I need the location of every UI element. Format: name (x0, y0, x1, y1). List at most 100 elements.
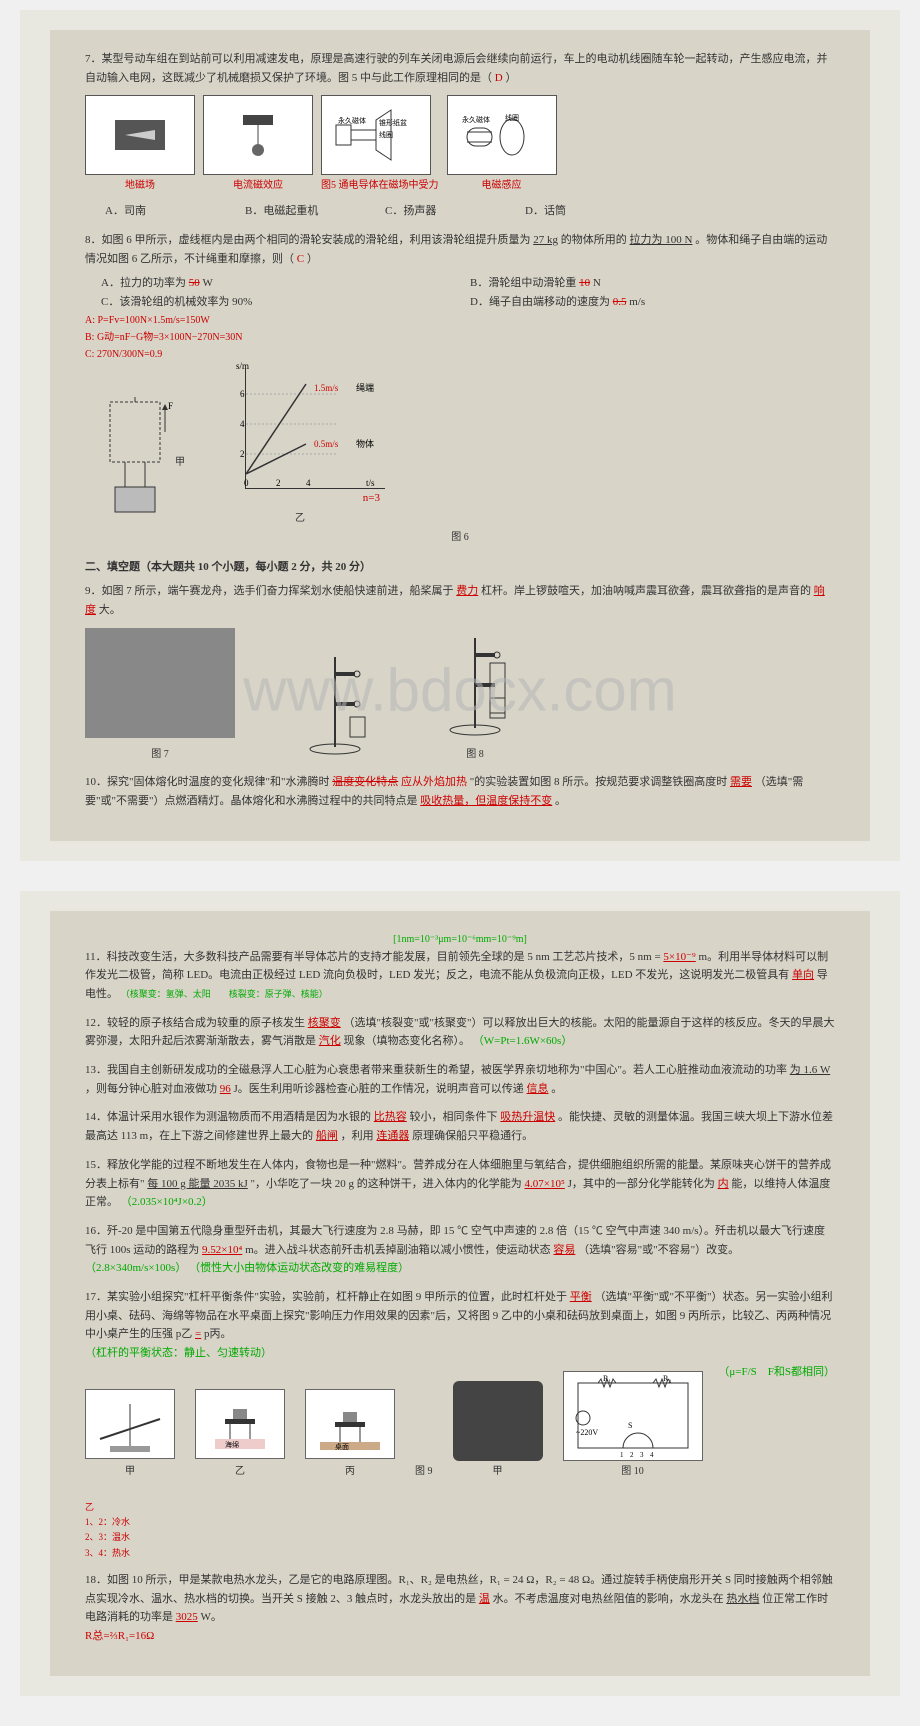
q9-fig7: 图 7 (85, 628, 235, 764)
q18-n: R总=⅔R₁=16Ω (85, 1627, 835, 1646)
q7-fig-a-box (85, 95, 195, 175)
q12-b1: 核聚变 (308, 1017, 341, 1029)
svg-text:4: 4 (240, 419, 245, 429)
q16-b2: 容易 (553, 1244, 575, 1256)
q8-opt-c: C．该滑轮组的机械效率为 90% (101, 293, 450, 312)
svg-text:物体: 物体 (356, 438, 374, 449)
page-1: 7．某型号动车组在到站前可以利用减速发电，原理是高速行驶的列车关闭电源后会继续向… (20, 10, 900, 861)
q10-t2: "的实验装置如图 8 所示。按规范要求调整铁圈高度时 (470, 776, 728, 788)
chart-svg: s/m 6 4 2 0 2 4 t/s (236, 359, 396, 489)
faucet-photo (453, 1381, 543, 1461)
svg-text:1.5m/s: 1.5m/s (314, 383, 339, 393)
q12-b2: 汽化 (319, 1035, 341, 1047)
q17-fb: 乙 (195, 1463, 285, 1480)
svg-text:F: F (168, 401, 173, 411)
q8-mass: 27 kg (533, 234, 558, 246)
svg-text:0.5m/s: 0.5m/s (314, 439, 339, 449)
q17-fa: 甲 (85, 1463, 175, 1480)
q17-t3: p丙。 (204, 1328, 232, 1340)
q18-leg3: 3、4：热水 (85, 1546, 130, 1561)
q16-b1: 9.52×10⁴ (202, 1244, 242, 1256)
q11-b1: 5×10⁻⁹ (663, 951, 695, 963)
q17-fig-b: 海绵 乙 (195, 1389, 285, 1480)
q10-a2: 应从外焰加热 (401, 776, 467, 788)
q14-t5: 原理确保船只平稳通行。 (412, 1130, 533, 1142)
q8-opt-b: B．滑轮组中动滑轮重 10 N (470, 274, 835, 293)
q12-t1: 12．较轻的原子核结合成为较重的原子核发生 (85, 1017, 305, 1029)
q16-t3: （选填"容易"或"不容易"）改变。 (578, 1244, 739, 1256)
q7-options: A．司南 B．电磁起重机 C．扬声器 D．话筒 (105, 202, 835, 221)
q13-pw: 为 1.6 W (790, 1064, 830, 1076)
dragon-boat-photo (85, 628, 235, 738)
q9-b1: 费力 (456, 585, 478, 597)
microphone-icon: 永久磁体 线圈 (457, 110, 547, 160)
q14-t4: ，利用 (341, 1130, 374, 1142)
q16-n1: （2.8×340m/s×100s） (85, 1262, 186, 1274)
speaker-icon: 永久磁体 锥形纸盆 线圈 (331, 105, 421, 165)
q17-fc: 丙 (305, 1463, 395, 1480)
q8-b-strike: 10 (579, 277, 590, 289)
svg-text:4: 4 (650, 1451, 654, 1458)
q14-b2: 吸热升温快 (500, 1111, 555, 1123)
q14-t2: 较小，相同条件下 (410, 1111, 498, 1123)
q9-t1: 9．如图 7 所示，端午赛龙舟，选手们奋力挥桨划水使船快速前进，船桨属于 (85, 585, 454, 597)
q11-topnote: [1nm=10⁻³μm=10⁻⁶mm=10⁻⁹m] (85, 931, 835, 948)
svg-text:永久磁体: 永久磁体 (338, 116, 366, 125)
q18-b2: 3025 (176, 1611, 198, 1623)
q7-text: 7．某型号动车组在到站前可以利用减速发电，原理是高速行驶的列车关闭电源后会继续向… (85, 53, 828, 84)
question-15: 15．释放化学能的过程不断地发生在人体内，食物也是一种"燃料"。营养成分在人体细… (85, 1156, 835, 1212)
q7-fig-a-label: 地磁场 (85, 177, 195, 194)
stand-icon-1 (295, 647, 375, 757)
q11-t1: 11．科技改变生活，大多数科技产品需要有半导体芯片的支持才能发展，目前领先全球的… (85, 951, 661, 963)
q12-t3: 现象（填物态变化名称）。 (344, 1035, 471, 1047)
q17-b1: 平衡 (570, 1291, 592, 1303)
q17-t1: 17．某实验小组探究"杠杆平衡条件"实验，实验前，杠杆静止在如图 9 甲所示的位… (85, 1291, 567, 1303)
q10-b1: 需要 (730, 776, 752, 788)
q17-b2: = (195, 1328, 201, 1340)
svg-text:2: 2 (276, 478, 281, 488)
q17-figcap: 图 9 (415, 1463, 433, 1480)
q8-pulley: F 甲 (85, 397, 185, 527)
q8-n-note: n=3 (215, 489, 380, 508)
svg-text:锥形纸盆: 锥形纸盆 (379, 118, 407, 127)
q11-b2: 单向 (792, 969, 814, 981)
q9-t2: 杠杆。岸上锣鼓喧天，加油呐喊声震耳欲聋，震耳欲聋指的是声音的 (481, 585, 811, 597)
q11-nr: （核聚变：氢弹、太阳 核裂变：原子弹、核能） (121, 989, 328, 999)
svg-text:2: 2 (240, 449, 245, 459)
table-sponge-icon: 海绵 (195, 1389, 285, 1459)
q7-opt-a: A．司南 (105, 202, 225, 221)
q13-b1: 96 (220, 1083, 231, 1095)
q18-leg2: 2、3：温水 (85, 1530, 130, 1545)
q7-fig-b-box (203, 95, 313, 175)
q18-legend: 乙 1、2：冷水 2、3：温水 3、4：热水 (85, 1500, 130, 1561)
table-desk-icon: 桌面 (305, 1389, 395, 1459)
q17-n2: （μ=F/S F和S都相同） (718, 1363, 835, 1382)
q10-a1: 温度变化特点 (332, 776, 398, 788)
q8-annot-a: A: P=Fv=100N×1.5m/s=150W (85, 312, 450, 329)
svg-text:0: 0 (244, 478, 249, 488)
q7-fig-c: 永久磁体 锥形纸盆 线圈 图5 通电导体在磁场中受力 (321, 95, 439, 194)
question-17: 17．某实验小组探究"杠杆平衡条件"实验，实验前，杠杆静止在如图 9 甲所示的位… (85, 1288, 835, 1561)
q8-right-opts: B．滑轮组中动滑轮重 10 N D．绳子自由端移动的速度为 0.5 m/s (470, 274, 835, 362)
q16-t2: m。进入战斗状态前歼击机丢掉副油箱以减小惯性，使运动状态 (245, 1244, 551, 1256)
q8-row: A．拉力的功率为 50 W C．该滑轮组的机械效率为 90% A: P=Fv=1… (85, 274, 835, 362)
question-14: 14．体温计采用水银作为测温物质而不用酒精是因为水银的 比热容 较小，相同条件下… (85, 1108, 835, 1145)
q16-n2: （惯性大小由物体运动状态改变的难易程度） (189, 1262, 409, 1274)
stand-icon-2 (435, 628, 515, 738)
q8-opt-a: A．拉力的功率为 50 W (101, 274, 450, 293)
q8-t4: ） (307, 253, 318, 265)
q9-cap2: 图 8 (435, 746, 515, 763)
q8-diagrams: F 甲 s/m 6 4 2 0 2 4 (85, 369, 835, 527)
q7-answer: D (495, 72, 503, 84)
crane-icon (223, 110, 293, 160)
q7-text-end: ） (505, 72, 516, 84)
question-11: 11．科技改变生活，大多数科技产品需要有半导体芯片的支持才能发展，目前领先全球的… (85, 948, 835, 1004)
q8-cap2: 图 6 (85, 529, 835, 546)
q13-t3: J。医生利用听诊器检查心脏的工作情况，说明声音可以传递 (234, 1083, 524, 1095)
q14-b1: 比热容 (374, 1111, 407, 1123)
lever-icon (85, 1389, 175, 1459)
q18-circuit: R₁ R₂ ~220V S 1 2 3 4 (563, 1371, 703, 1480)
q8-answer: C (297, 253, 304, 265)
question-18: 18．如图 10 所示，甲是某款电热水龙头，乙是它的电路原理图。R₁、R₂ 是电… (85, 1571, 835, 1646)
q7-fig-c-label: 图5 通电导体在磁场中受力 (321, 177, 439, 194)
